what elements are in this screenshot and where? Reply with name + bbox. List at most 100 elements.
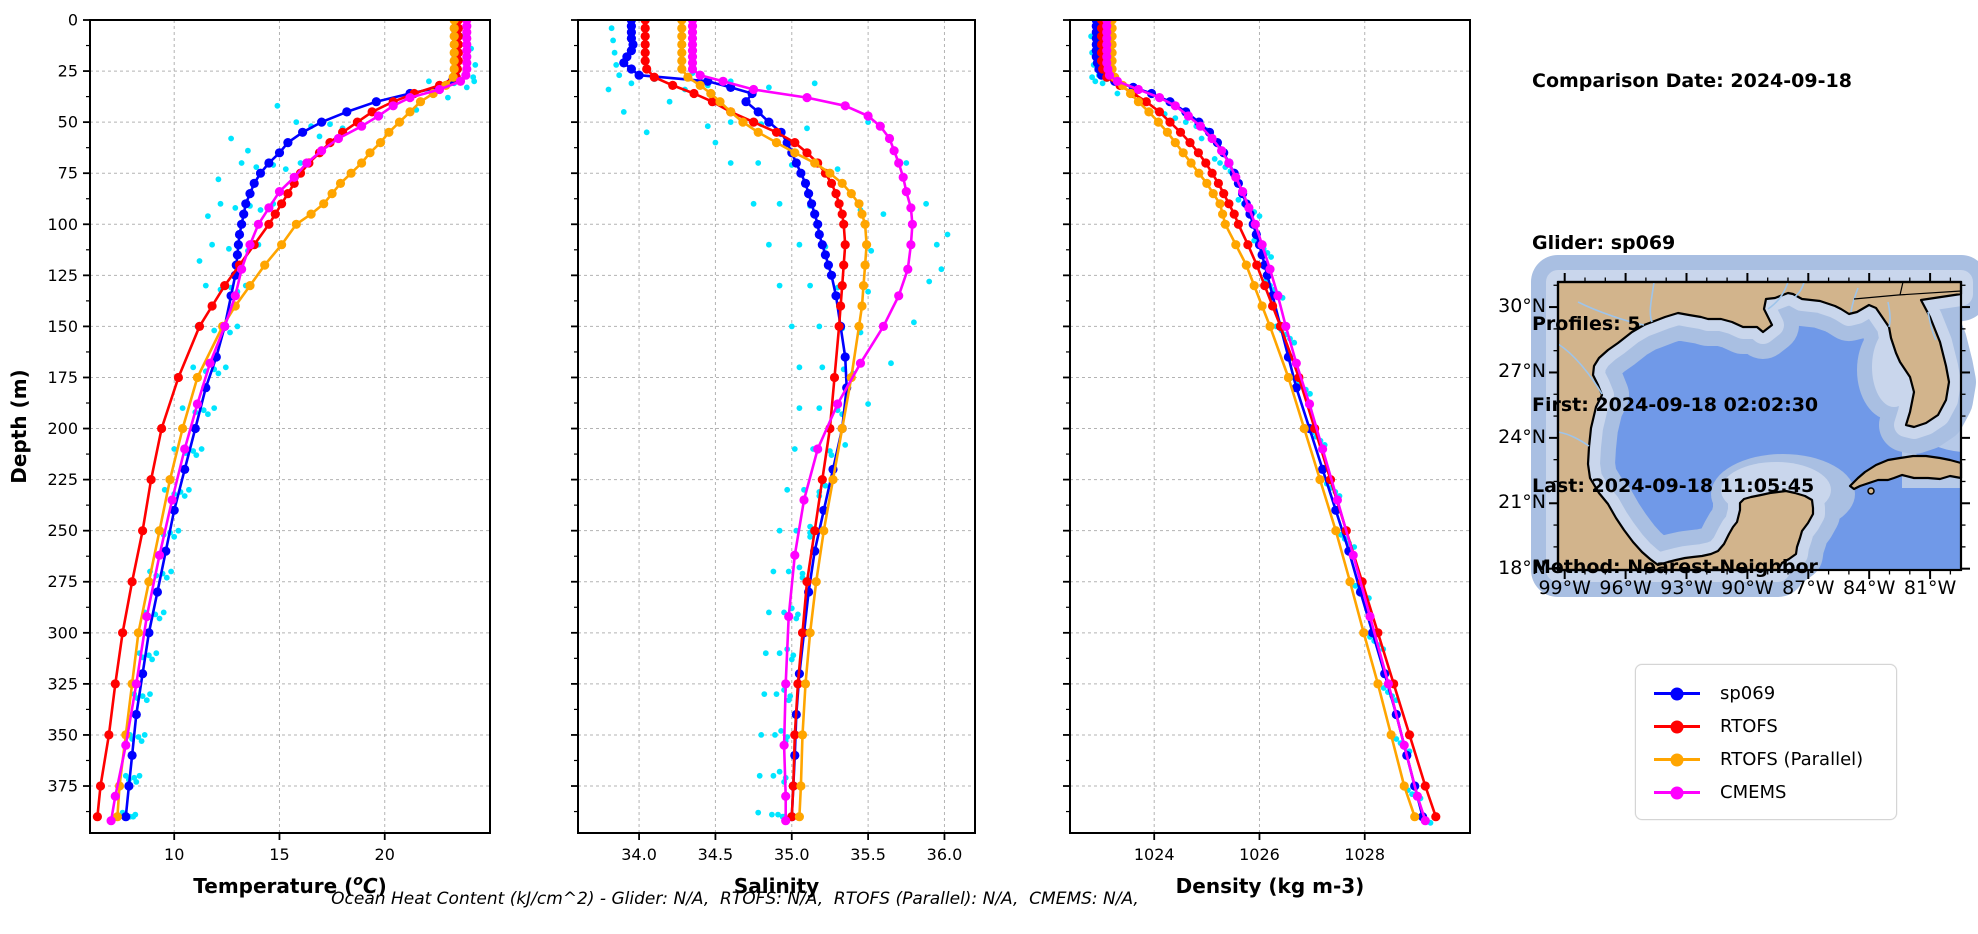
- series-marker-sp069: [241, 199, 251, 209]
- series-marker-sp069: [144, 628, 154, 638]
- series-marker-sp069: [371, 97, 381, 107]
- series-marker-rtofs-parallel-: [771, 138, 782, 148]
- series-marker-cmems: [110, 791, 120, 801]
- series-marker-cmems: [388, 101, 398, 111]
- series-marker-cmems: [1399, 740, 1409, 750]
- glider-scatter-point: [944, 231, 951, 238]
- series-marker-rtofs-parallel-: [794, 812, 805, 822]
- glider-scatter-point: [1099, 80, 1106, 87]
- series-marker-rtofs-parallel-: [291, 219, 301, 229]
- series-marker-cmems: [192, 399, 202, 409]
- glider-scatter-point: [211, 327, 218, 334]
- series-marker-rtofs: [1431, 812, 1441, 822]
- series-marker-rtofs: [157, 423, 167, 434]
- legend-line-sample: [1654, 720, 1700, 733]
- glider-scatter-point: [232, 205, 239, 211]
- series-marker-cmems: [813, 444, 823, 454]
- glider-scatter-point: [132, 811, 139, 818]
- series-marker-rtofs-parallel-: [245, 281, 255, 291]
- series-marker-rtofs: [810, 526, 820, 536]
- glider-scatter-point: [727, 160, 734, 166]
- series-marker-rtofs: [642, 64, 652, 74]
- glider-scatter-point: [666, 98, 673, 105]
- series-marker-rtofs-parallel-: [415, 97, 426, 107]
- series-marker-sp069: [840, 352, 850, 362]
- series-marker-rtofs: [640, 31, 650, 41]
- x-tick-label: 36.0: [927, 845, 963, 864]
- glider-scatter-point: [776, 768, 783, 775]
- series-marker-rtofs-parallel-: [1153, 117, 1163, 127]
- glider-scatter-point: [1235, 196, 1242, 203]
- series-marker-rtofs-parallel-: [449, 20, 459, 25]
- glider-scatter-point: [608, 25, 615, 32]
- series-marker-cmems: [799, 495, 809, 505]
- glider-scatter-point: [1256, 213, 1263, 220]
- map-lat-label: 21°N: [1498, 491, 1546, 514]
- depth-tick-label: 0: [68, 11, 78, 30]
- series-marker-rtofs-parallel-: [319, 199, 329, 209]
- glider-scatter-point: [202, 282, 209, 289]
- series-marker-sp069: [753, 107, 763, 117]
- glider-scatter-point: [171, 533, 178, 540]
- series-marker-rtofs-parallel-: [133, 628, 143, 638]
- series-marker-rtofs-parallel-: [828, 475, 838, 485]
- series-marker-cmems: [1281, 321, 1291, 331]
- depth-tick-label: 325: [47, 674, 78, 693]
- series-marker-rtofs-parallel-: [449, 31, 459, 41]
- series-marker-cmems: [205, 358, 215, 368]
- series-marker-rtofs-parallel-: [1231, 240, 1241, 250]
- glider-scatter-point: [1217, 160, 1223, 166]
- series-marker-cmems: [1273, 291, 1283, 301]
- x-tick-label: 20: [375, 845, 395, 864]
- series-marker-sp069: [180, 464, 190, 474]
- series-marker-cmems: [901, 187, 911, 197]
- glider-scatter-point: [868, 247, 875, 254]
- gulf-of-mexico-map: [1531, 255, 1978, 597]
- glider-scatter-point: [769, 811, 775, 818]
- series-marker-rtofs-parallel-: [1331, 526, 1341, 536]
- series-marker-cmems: [1304, 399, 1315, 409]
- series-marker-sp069: [810, 209, 820, 219]
- glider-scatter-point: [807, 282, 813, 289]
- glider-scatter-point: [1172, 115, 1179, 121]
- series-marker-rtofs: [138, 526, 148, 536]
- series-marker-cmems: [302, 158, 312, 168]
- series-marker-rtofs: [834, 321, 844, 331]
- series-line-rtofs: [1100, 20, 1438, 818]
- series-marker-rtofs: [837, 281, 847, 291]
- map-lon-label: 87°W: [1782, 577, 1835, 599]
- series-marker-cmems: [461, 70, 471, 80]
- glider-scatter-point: [327, 121, 333, 128]
- series-marker-cmems: [1104, 70, 1115, 80]
- series-marker-sp069: [255, 168, 266, 178]
- series-marker-cmems: [802, 93, 812, 103]
- depth-tick-label: 225: [47, 470, 78, 489]
- glider-scatter-point: [761, 691, 768, 697]
- glider-scatter-point: [1352, 582, 1359, 589]
- series-marker-cmems: [455, 76, 466, 86]
- series-marker-cmems: [894, 291, 904, 301]
- series-marker-rtofs: [283, 189, 293, 199]
- glider-scatter-point: [470, 74, 477, 81]
- glider-scatter-point: [205, 213, 211, 220]
- glider-scatter-point: [1291, 339, 1298, 346]
- series-marker-cmems: [264, 203, 274, 213]
- series-marker-cmems: [180, 444, 190, 454]
- panel-salinity: 34.0 34.5 35.0 35.5 36.0 Salinity: [571, 19, 976, 898]
- series-marker-rtofs-parallel-: [677, 20, 687, 25]
- glider-line: Glider: sp069: [1532, 232, 1676, 254]
- legend-line-sample: [1654, 786, 1700, 799]
- series-marker-sp069: [237, 219, 247, 229]
- series-marker-cmems: [1217, 146, 1227, 156]
- series-marker-cmems: [220, 321, 230, 331]
- glider-scatter-point: [1182, 119, 1189, 125]
- xlabel-density: Density (kg m-3): [1176, 874, 1365, 898]
- series-marker-rtofs-parallel-: [449, 23, 459, 33]
- map-lat-label: 27°N: [1498, 360, 1546, 383]
- series-marker-sp069: [831, 291, 841, 301]
- glider-scatter-point: [610, 37, 616, 44]
- series-marker-rtofs: [1154, 107, 1165, 117]
- series-marker-rtofs-parallel-: [192, 372, 202, 383]
- series-marker-rtofs-parallel-: [677, 31, 687, 41]
- series-marker-rtofs-parallel-: [327, 189, 337, 199]
